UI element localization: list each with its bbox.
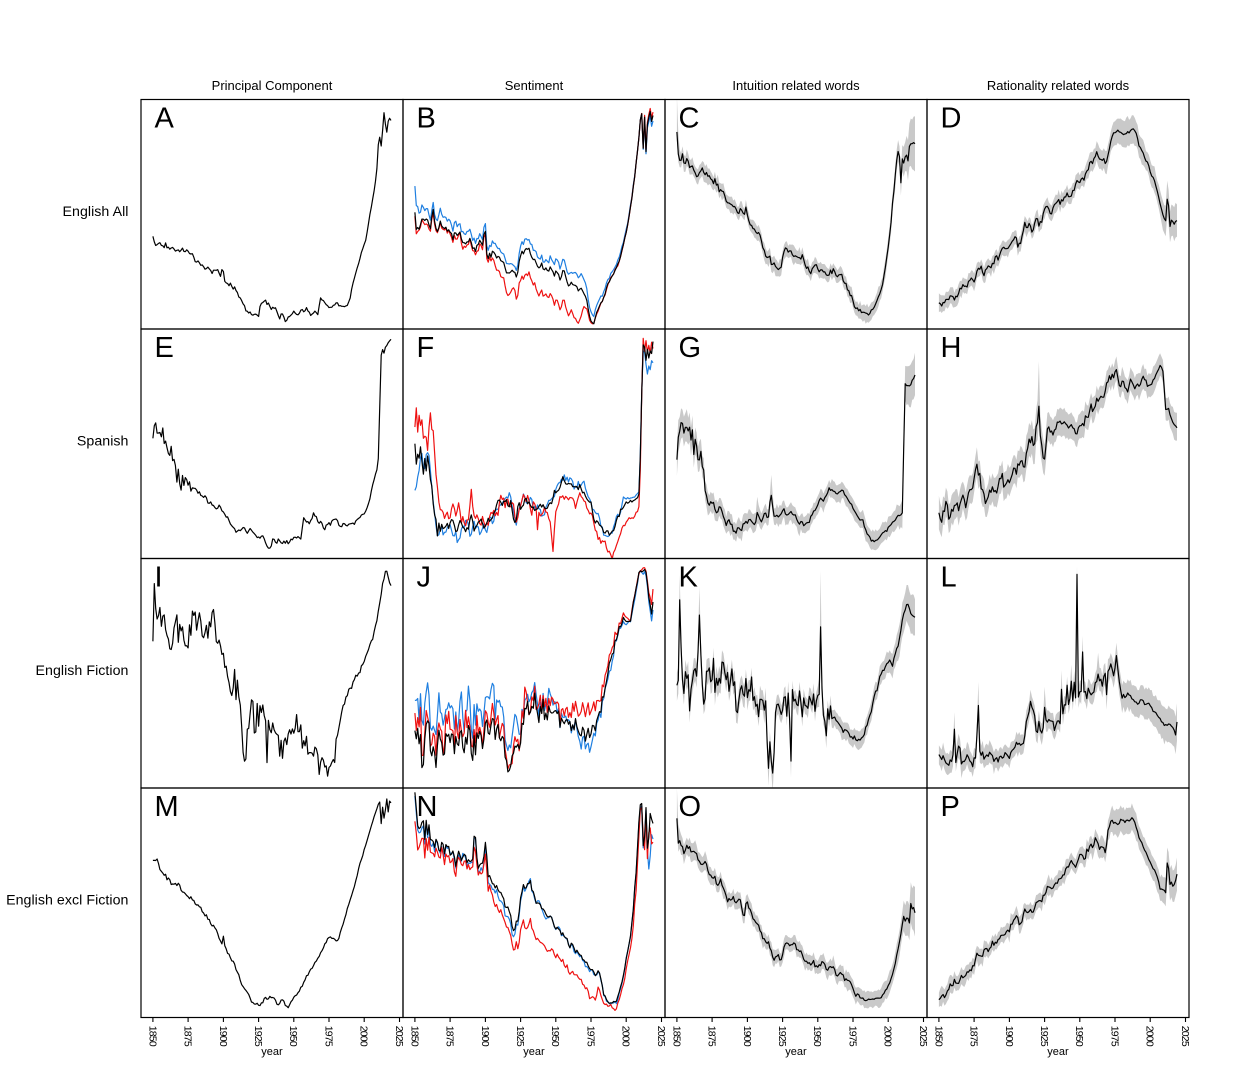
svg-text:D: D: [941, 102, 962, 134]
svg-text:1925: 1925: [776, 1026, 788, 1047]
svg-text:1950: 1950: [287, 1026, 299, 1047]
svg-text:E: E: [155, 332, 174, 364]
svg-text:1950: 1950: [549, 1026, 561, 1047]
svg-text:2000: 2000: [882, 1026, 894, 1047]
svg-text:2025: 2025: [393, 1026, 405, 1047]
svg-text:2025: 2025: [1179, 1026, 1191, 1047]
svg-text:2000: 2000: [358, 1026, 370, 1047]
svg-text:I: I: [155, 561, 163, 593]
svg-text:Rationality related words: Rationality related words: [987, 78, 1130, 93]
svg-text:1900: 1900: [1003, 1026, 1015, 1047]
svg-text:2000: 2000: [620, 1026, 632, 1047]
svg-text:1875: 1875: [968, 1026, 980, 1047]
svg-text:1925: 1925: [1038, 1026, 1050, 1047]
svg-text:F: F: [417, 332, 435, 364]
svg-text:year: year: [523, 1046, 545, 1058]
svg-text:Spanish: Spanish: [77, 434, 129, 450]
svg-text:year: year: [261, 1046, 283, 1058]
svg-text:1900: 1900: [217, 1026, 229, 1047]
svg-text:1850: 1850: [670, 1026, 682, 1047]
svg-text:L: L: [941, 561, 957, 593]
svg-text:1850: 1850: [932, 1026, 944, 1047]
svg-text:K: K: [679, 561, 699, 593]
svg-text:English All: English All: [62, 204, 128, 220]
svg-text:2025: 2025: [917, 1026, 929, 1047]
svg-text:M: M: [155, 791, 179, 823]
svg-text:English excl Fiction: English excl Fiction: [6, 893, 128, 909]
svg-text:1975: 1975: [322, 1026, 334, 1047]
svg-text:2000: 2000: [1144, 1026, 1156, 1047]
svg-text:1875: 1875: [182, 1026, 194, 1047]
svg-text:2025: 2025: [655, 1026, 667, 1047]
svg-text:1875: 1875: [444, 1026, 456, 1047]
svg-text:English Fiction: English Fiction: [35, 663, 128, 679]
svg-text:1925: 1925: [514, 1026, 526, 1047]
svg-text:1900: 1900: [741, 1026, 753, 1047]
svg-text:year: year: [785, 1046, 807, 1058]
svg-text:1900: 1900: [479, 1026, 491, 1047]
svg-text:1875: 1875: [706, 1026, 718, 1047]
svg-text:year: year: [1047, 1046, 1069, 1058]
svg-text:A: A: [155, 102, 175, 134]
svg-text:1925: 1925: [252, 1026, 264, 1047]
svg-text:G: G: [679, 332, 702, 364]
svg-text:C: C: [679, 102, 700, 134]
svg-text:Sentiment: Sentiment: [505, 78, 564, 93]
svg-text:1850: 1850: [408, 1026, 420, 1047]
svg-text:N: N: [417, 791, 438, 823]
svg-text:O: O: [679, 791, 702, 823]
svg-text:1950: 1950: [811, 1026, 823, 1047]
svg-text:J: J: [417, 561, 432, 593]
svg-text:1975: 1975: [584, 1026, 596, 1047]
svg-text:Intuition related words: Intuition related words: [732, 78, 860, 93]
svg-text:1975: 1975: [1108, 1026, 1120, 1047]
svg-text:Principal Component: Principal Component: [212, 78, 333, 93]
svg-text:H: H: [941, 332, 962, 364]
svg-text:P: P: [941, 791, 960, 823]
svg-text:1975: 1975: [846, 1026, 858, 1047]
svg-text:1850: 1850: [146, 1026, 158, 1047]
svg-text:1950: 1950: [1073, 1026, 1085, 1047]
svg-text:B: B: [417, 102, 436, 134]
